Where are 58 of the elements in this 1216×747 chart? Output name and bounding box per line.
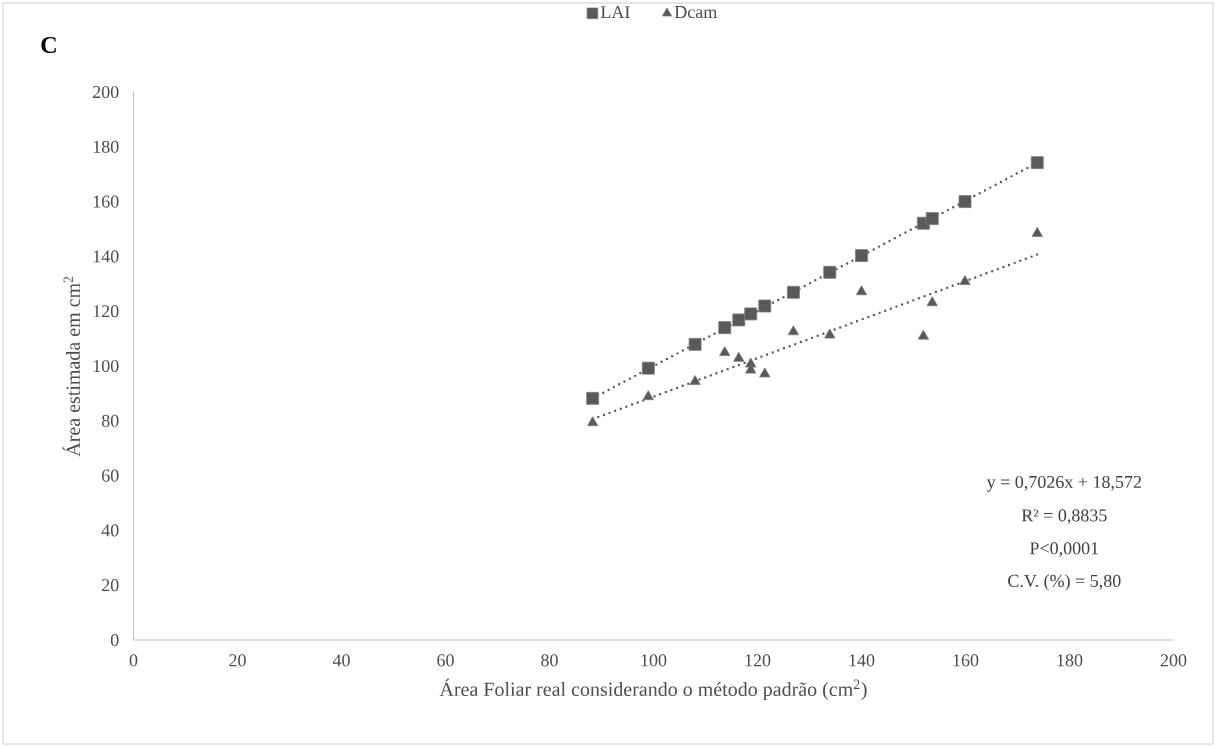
legend-label: LAI	[600, 6, 630, 18]
point	[689, 375, 701, 386]
point	[786, 285, 800, 299]
annotation: C.V. (%) = 5,80	[1008, 574, 1121, 591]
x-tick-label: 200	[1160, 654, 1187, 667]
point	[917, 329, 929, 340]
point	[787, 325, 799, 336]
x-tick-label: 160	[953, 654, 979, 667]
point	[1030, 156, 1044, 170]
point	[744, 307, 758, 321]
point	[719, 346, 731, 356]
y-tick-label: 60	[102, 469, 119, 482]
annotation: R² = 0,8835	[1021, 509, 1107, 525]
y-tick-label: 140	[93, 250, 119, 263]
point	[855, 285, 868, 296]
legend-label: Dcam	[674, 6, 717, 19]
chart-title: C	[41, 36, 56, 54]
point	[959, 275, 971, 286]
point	[759, 367, 771, 378]
point	[925, 212, 939, 225]
x-axis-title: Área Foliar real considerando o método padrão (cm$^{2}$)	[439, 678, 867, 701]
y-tick-label: 180	[93, 140, 119, 153]
x-tick-label: 20	[229, 654, 246, 667]
y-tick-label: 40	[101, 524, 119, 537]
x-tick-label: 40	[332, 654, 350, 667]
point	[586, 391, 600, 405]
y-tick-label: 0	[110, 633, 119, 647]
y-axis-title: Área estimada em cm$^{2}$	[62, 276, 80, 457]
x-tick-label: 80	[541, 654, 558, 667]
point	[1031, 226, 1043, 237]
point	[926, 296, 938, 307]
point	[823, 265, 837, 279]
point	[958, 195, 972, 208]
x-tick-label: 0	[129, 654, 138, 667]
point	[733, 351, 745, 362]
point	[855, 249, 868, 262]
point	[718, 321, 732, 335]
y-tick-label: 200	[93, 85, 119, 99]
y-tick-label: 80	[101, 414, 119, 427]
x-tick-label: 140	[849, 654, 875, 667]
point	[758, 299, 772, 313]
y-tick-label: 160	[93, 195, 119, 208]
y-tick-label: 100	[93, 359, 119, 373]
annotation: y = 0,7026x + 18,572	[986, 475, 1141, 492]
point	[688, 337, 702, 351]
annotation: P<0,0001	[1030, 542, 1099, 557]
point	[641, 361, 655, 375]
x-tick-label: 120	[745, 654, 771, 667]
point	[732, 313, 746, 327]
x-tick-label: 100	[641, 654, 667, 667]
point	[745, 363, 757, 374]
point	[587, 416, 599, 427]
x-tick-label: 180	[1057, 654, 1083, 667]
x-tick-label: 60	[437, 654, 454, 667]
point	[824, 328, 836, 339]
point	[642, 390, 654, 401]
y-tick-label: 120	[93, 305, 119, 318]
y-tick-label: 20	[102, 579, 119, 592]
